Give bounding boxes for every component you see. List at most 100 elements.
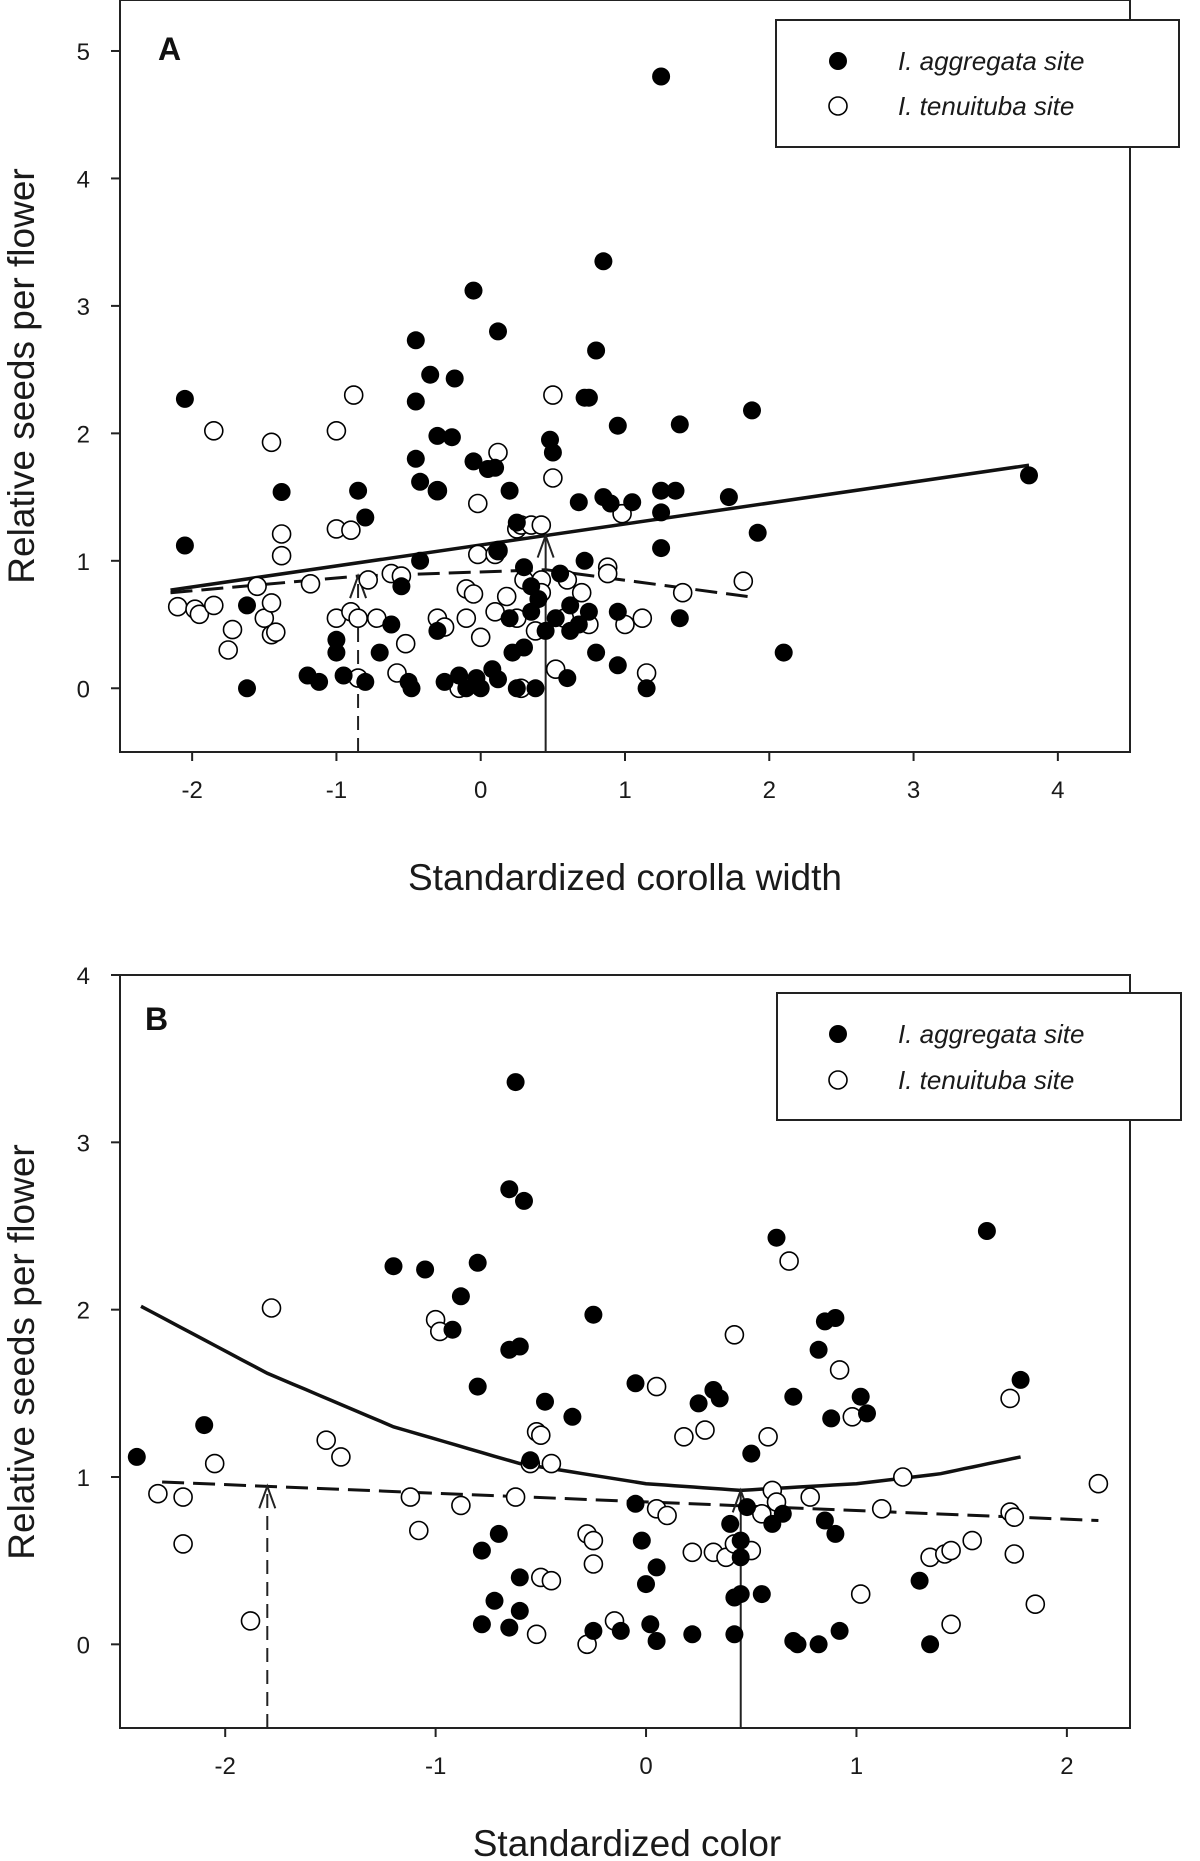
point-aggregata — [406, 449, 425, 468]
point-aggregata — [175, 536, 194, 555]
point-aggregata — [608, 602, 627, 621]
point-aggregata — [594, 252, 613, 271]
point-aggregata — [558, 669, 577, 688]
point-aggregata — [546, 609, 565, 628]
point-tenuituba — [541, 1453, 562, 1474]
point-aggregata — [435, 672, 454, 691]
point-aggregata — [543, 443, 562, 462]
point-aggregata — [489, 1524, 508, 1543]
point-tenuituba — [343, 385, 364, 405]
y-tick-label: 0 — [77, 1632, 90, 1659]
panel-a-y-axis-title: Relative seeds per flower — [1, 168, 42, 583]
point-aggregata — [587, 341, 606, 360]
point-aggregata — [623, 493, 642, 512]
point-aggregata — [411, 551, 430, 570]
point-tenuituba — [400, 1487, 421, 1507]
point-aggregata — [428, 481, 447, 500]
point-aggregata — [587, 643, 606, 662]
point-tenuituba — [800, 1487, 821, 1507]
optimum-arrow-head — [258, 1483, 277, 1509]
point-aggregata — [652, 67, 671, 86]
point-tenuituba — [247, 576, 267, 597]
point-aggregata — [238, 679, 256, 698]
point-aggregata — [127, 1447, 146, 1466]
point-tenuituba — [204, 595, 224, 616]
point-aggregata — [406, 331, 425, 350]
point-aggregata — [411, 472, 430, 491]
point-tenuituba — [682, 1542, 703, 1563]
point-tenuituba — [758, 1427, 778, 1447]
point-aggregata — [647, 1632, 666, 1650]
point-tenuituba — [724, 1325, 745, 1345]
x-tick-label: 3 — [907, 777, 920, 804]
panel-a-legend-label-tenuituba: I. tenuituba site — [898, 91, 1074, 121]
point-tenuituba — [218, 640, 238, 660]
point-aggregata — [652, 503, 671, 522]
point-aggregata — [485, 1591, 504, 1610]
point-tenuituba — [571, 582, 592, 603]
point-tenuituba — [583, 1554, 604, 1574]
point-tenuituba — [456, 608, 477, 629]
point-tenuituba — [261, 1298, 282, 1318]
point-tenuituba — [1004, 1544, 1025, 1564]
point-aggregata — [489, 322, 507, 341]
x-tick-label: 2 — [1060, 1753, 1073, 1780]
point-aggregata — [356, 508, 375, 527]
point-aggregata — [521, 1451, 540, 1470]
point-aggregata — [601, 494, 620, 513]
y-tick-label: 4 — [77, 166, 90, 193]
point-aggregata — [392, 577, 411, 596]
point-aggregata — [748, 523, 767, 542]
point-aggregata — [445, 369, 464, 388]
point-tenuituba — [646, 1376, 667, 1397]
point-tenuituba — [496, 586, 517, 607]
point-tenuituba — [850, 1584, 871, 1604]
point-aggregata — [464, 281, 483, 300]
point-aggregata — [472, 1541, 491, 1560]
point-tenuituba — [695, 1420, 715, 1440]
point-tenuituba — [173, 1487, 193, 1507]
y-tick-label: 1 — [77, 549, 90, 576]
point-aggregata — [809, 1340, 828, 1359]
point-aggregata — [334, 666, 353, 685]
panel-b-x-axis-title: Standardized color — [473, 1823, 782, 1861]
point-aggregata — [428, 621, 447, 640]
point-aggregata — [515, 1191, 533, 1210]
point-aggregata — [652, 539, 671, 558]
point-aggregata — [809, 1635, 828, 1654]
point-aggregata — [370, 643, 389, 662]
point-aggregata — [406, 392, 425, 411]
point-aggregata — [451, 1287, 470, 1306]
point-aggregata — [731, 1531, 750, 1550]
point-aggregata — [826, 1524, 845, 1543]
point-tenuituba — [451, 1495, 471, 1516]
point-aggregata — [731, 1548, 750, 1567]
point-tenuituba — [541, 1570, 562, 1591]
point-aggregata — [500, 1618, 519, 1637]
panel-b-y-ticks: 0 1 2 3 4 — [77, 963, 120, 1659]
point-tenuituba — [261, 432, 282, 453]
point-tenuituba — [148, 1483, 168, 1504]
point-aggregata — [471, 679, 490, 698]
point-aggregata — [563, 1407, 582, 1426]
point-tenuituba — [240, 1611, 261, 1631]
point-aggregata — [579, 602, 598, 621]
point-aggregata — [468, 1377, 487, 1396]
point-aggregata — [784, 1387, 803, 1406]
point-aggregata — [272, 483, 291, 501]
point-tenuituba — [1000, 1388, 1020, 1409]
point-tenuituba — [463, 584, 484, 604]
point-aggregata — [500, 1180, 519, 1199]
point-tenuituba — [1088, 1473, 1109, 1494]
y-tick-label: 1 — [77, 1465, 90, 1492]
x-tick-label: -1 — [425, 1753, 446, 1780]
point-tenuituba — [505, 1487, 526, 1507]
x-tick-label: -1 — [326, 777, 347, 804]
panel-a-legend-box — [775, 19, 1180, 148]
panel-b-legend: I. aggregata site I. tenuituba site — [776, 992, 1182, 1121]
point-aggregata — [529, 590, 548, 609]
point-aggregata — [356, 672, 375, 691]
panel-b-legend-label-tenuituba: I. tenuituba site — [898, 1065, 1074, 1095]
panel-a-legend-marker-tenuituba — [828, 96, 848, 116]
